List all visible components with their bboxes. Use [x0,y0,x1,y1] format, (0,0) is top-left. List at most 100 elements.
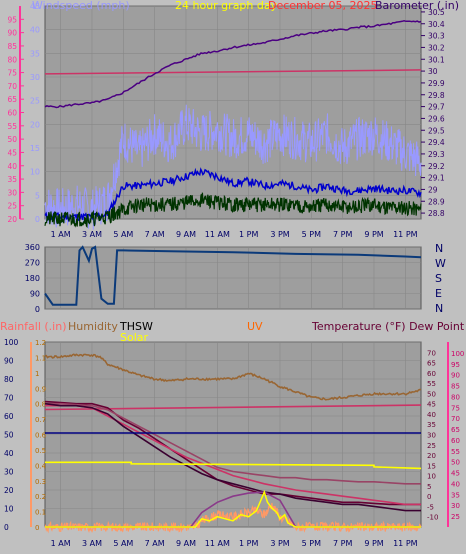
humidity-tick-label: 0.1 [35,509,46,517]
x-tick-label: 3 AM [82,539,102,548]
temperature-tick-label: 15 [427,462,436,470]
temperature-tick-label: 30 [427,432,436,440]
top-pink-line [44,69,422,75]
temperature-tick-label: 10 [427,473,436,481]
x-tick-label: 11 AM [205,539,230,548]
rainfall-tick-label: 90 [4,357,14,366]
windspeed-label: Windspeed (mph) [32,0,130,12]
pink-tick-label: 60 [7,109,17,118]
barometer-tick-label: 29.7 [428,103,445,112]
humidity-tick-label: 1.1 [35,354,46,362]
wind-tick-label: 0 [35,215,40,224]
uv-label: UV [247,320,263,333]
temperature-dew-label: Temperature (°F) Dew Point (°F) [311,320,466,333]
barometer-line [44,20,422,109]
temperature-line [44,400,421,506]
barometer-tick-label: 29.9 [428,79,445,88]
rainfall-label: Rainfall (.in) [0,320,67,333]
pink-tick-label: 65 [7,95,17,104]
graph-title: 24 hour graph day [175,0,278,12]
humidity-tick-label: 0 [35,524,39,532]
barometer-tick-label: 29.1 [428,174,445,183]
barometer-label: Barometer (.in) [375,0,459,12]
rainfall-tick-label: 0 [4,523,9,532]
humidity-tick-label: 0.9 [35,385,46,393]
humidity-line [44,353,422,401]
temperature-tick-label: 60 [427,370,436,378]
wind-average-line [44,167,422,223]
pink-tick-label: 90 [7,29,17,38]
temperature-tick-label: 70 [427,349,436,357]
x-tick-label: 9 PM [364,230,383,239]
x-tick-label: 1 AM [51,539,71,548]
right-pink-tick-label: 40 [451,480,460,488]
wind-tick-label: 30 [30,73,40,82]
barometer-tick-label: 28.9 [428,197,445,206]
temperature-chart: 10090807060504030201001.21.110.90.80.70.… [4,338,464,548]
pink-tick-label: 40 [7,162,17,171]
barometer-tick-label: 29.2 [428,162,445,171]
rainfall-tick-label: 80 [4,375,14,384]
temperature-tick-label: 0 [427,493,431,501]
direction-tick-label: 270 [25,259,40,268]
pink-tick-label: 80 [7,55,17,64]
right-pink-tick-label: 55 [451,448,460,456]
wind-tick-label: 20 [30,120,40,129]
wind-gust-line [44,104,422,230]
x-tick-label: 5 AM [113,230,133,239]
wind-tick-label: 35 [30,49,40,58]
wind-chill-line [44,402,421,512]
barometer-tick-label: 30.2 [428,43,445,52]
top-series [44,20,422,230]
barometer-tick-label: 29.6 [428,114,445,123]
barometer-tick-label: 30.1 [428,55,445,64]
wind-tick-label: 10 [30,168,40,177]
x-tick-label: 9 AM [176,539,196,548]
right-pink-tick-label: 25 [451,513,460,521]
wind-direction-line [44,245,422,306]
x-tick-label: 7 AM [145,230,165,239]
barometer-tick-label: 29.4 [428,138,445,147]
barometer-tick-label: 28.8 [428,209,445,218]
uv-line [45,491,421,528]
humidity-tick-label: 1.2 [35,339,46,347]
rainfall-tick-label: 100 [4,338,19,347]
right-pink-tick-label: 65 [451,426,460,434]
right-pink-tick-label: 60 [451,437,460,445]
pink-tick-label: 50 [7,135,17,144]
rainfall-tick-label: 10 [4,505,14,514]
x-tick-label: 5 PM [302,539,321,548]
x-tick-label: 11 PM [393,230,418,239]
pink-tick-label: 25 [7,202,17,211]
graph-date: December 05, 2025 [268,0,378,12]
right-pink-tick-label: 100 [451,350,464,358]
temperature-tick-label: 45 [427,401,436,409]
direction-tick-label: 180 [25,274,40,283]
right-pink-tick-label: 30 [451,502,460,510]
temperature-tick-label: 65 [427,360,436,368]
x-tick-label: 9 AM [176,230,196,239]
wind-tick-label: 15 [30,144,40,153]
x-tick-label: 3 PM [270,230,289,239]
solar-line [45,489,421,528]
pink-tick-label: 35 [7,175,17,184]
right-pink-tick-label: 85 [451,383,460,391]
barometer-tick-label: 29.3 [428,150,445,159]
x-tick-label: 7 PM [333,230,352,239]
compass-label: S [435,272,442,285]
barometer-tick-label: 30.3 [428,32,445,41]
rainfall-tick-label: 20 [4,486,14,495]
barometer-tick-label: 29 [428,185,438,194]
humidity-tick-label: 0.7 [35,416,46,424]
humidity-tick-label: 0.4 [35,462,47,470]
right-pink-tick-label: 80 [451,393,460,401]
compass-label: N [435,242,443,255]
x-tick-label: 9 PM [364,539,383,548]
wind-tick-label: 25 [30,97,40,106]
rainfall-tick-label: 40 [4,449,14,458]
wind-tick-label: 45 [30,2,40,11]
rainfall-tick-label: 60 [4,412,14,421]
yellow-level-line [45,461,422,470]
